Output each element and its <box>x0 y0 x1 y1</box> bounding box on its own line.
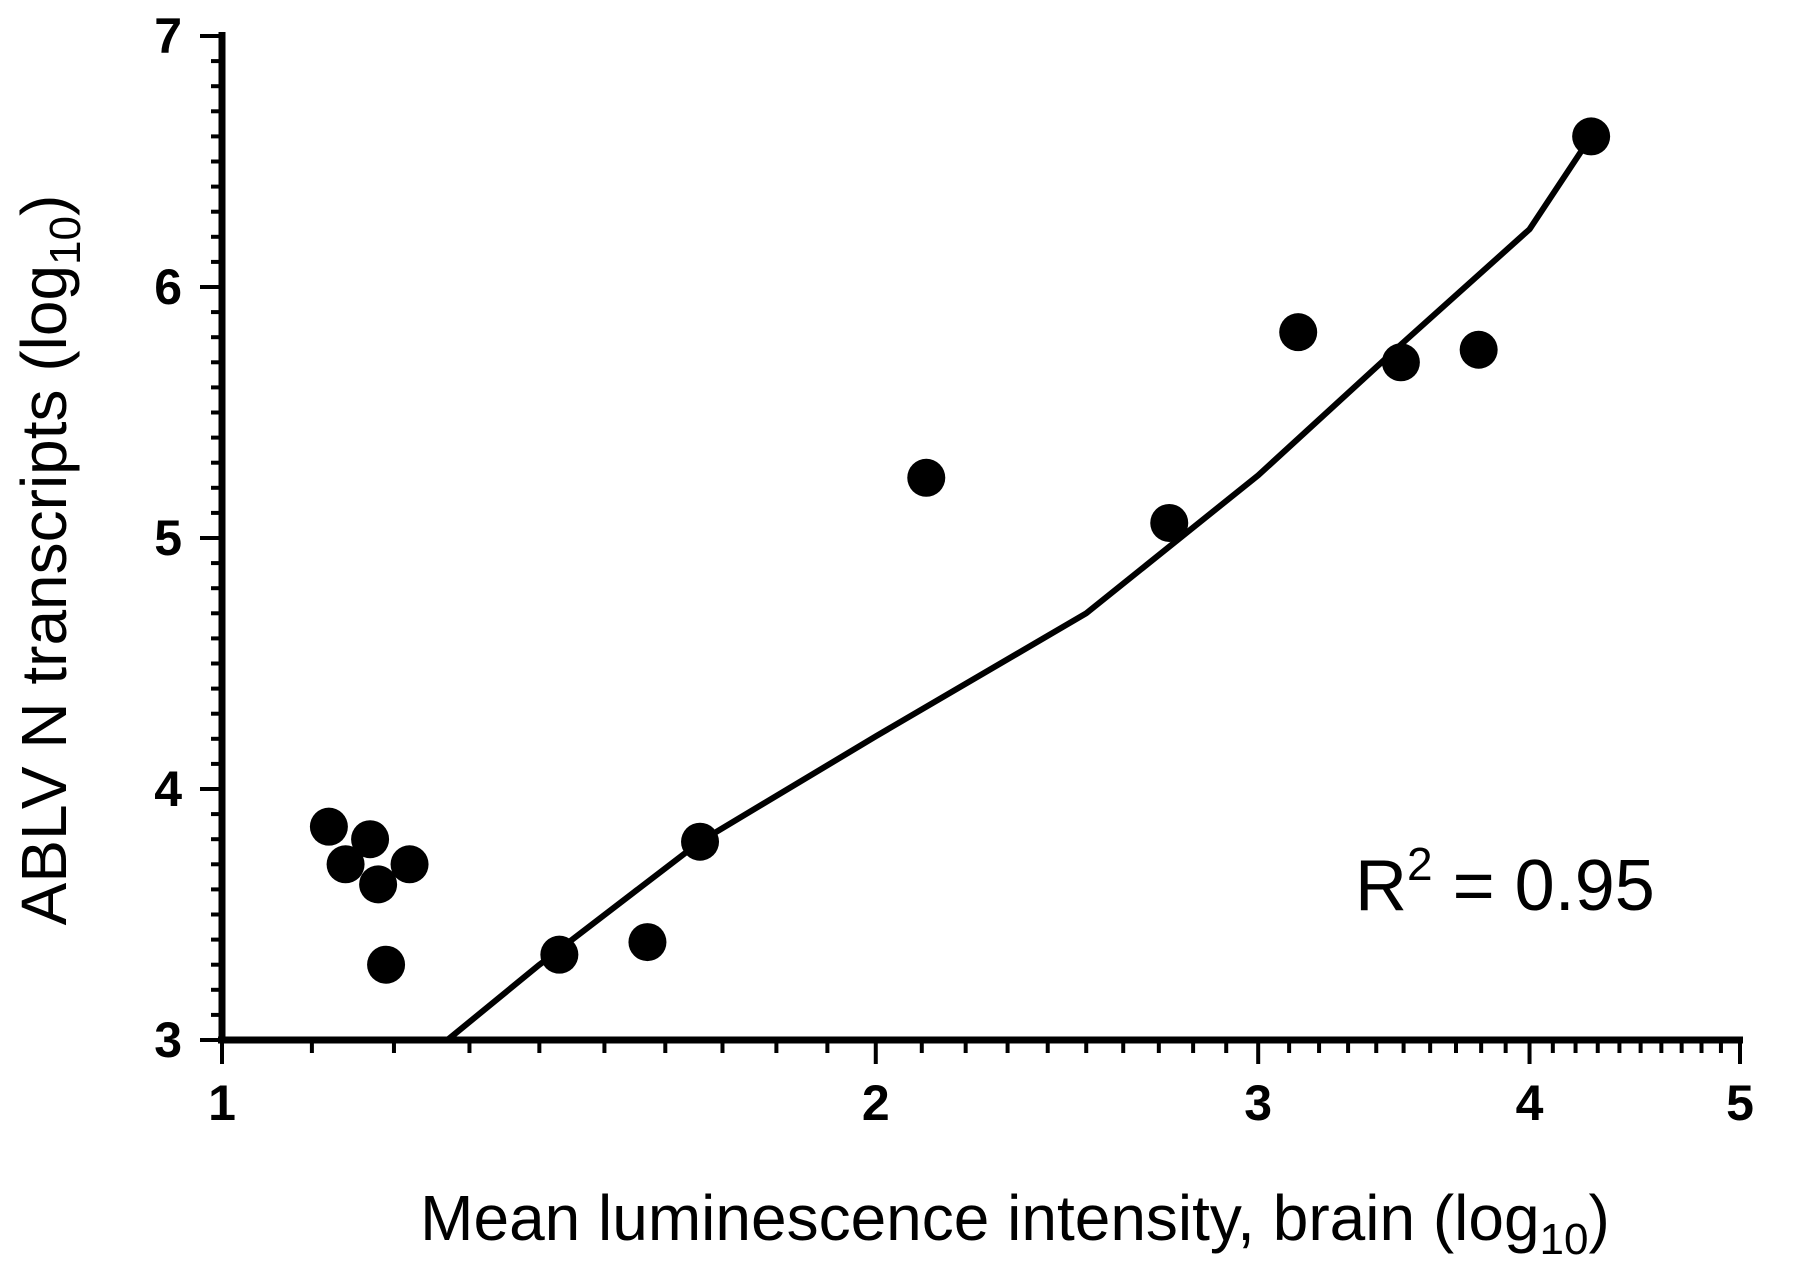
y-tick-label: 7 <box>154 8 182 64</box>
y-axis-title-text: ABLV N transcripts (log <box>8 265 80 925</box>
data-points <box>309 117 1611 984</box>
data-point <box>1150 503 1189 542</box>
x-tick-label: 1 <box>208 1075 236 1131</box>
data-point <box>1381 343 1420 382</box>
x-tick-label: 4 <box>1516 1075 1544 1131</box>
data-point <box>1572 117 1611 156</box>
r-squared-annotation: R2 = 0.95 <box>1355 838 1655 926</box>
fit-curve <box>445 134 1594 1043</box>
data-point <box>1279 313 1318 352</box>
r-squared-superscript: 2 <box>1407 838 1433 890</box>
data-point <box>1459 330 1498 369</box>
x-axis-title: Mean luminescence intensity, brain (log1… <box>420 1182 1610 1264</box>
y-axis-title-suffix: ) <box>8 195 80 216</box>
data-point <box>309 807 348 846</box>
x-tick-label: 5 <box>1726 1075 1754 1131</box>
data-point <box>907 458 946 497</box>
data-point <box>326 845 365 884</box>
data-point <box>540 935 579 974</box>
y-axis-title-subscript: 10 <box>41 216 90 265</box>
axis-ticks <box>200 34 1742 1064</box>
data-point <box>359 865 398 904</box>
y-tick-label: 6 <box>154 259 182 315</box>
fit-curve-layer <box>445 134 1594 1043</box>
x-tick-label: 2 <box>862 1075 890 1131</box>
x-tick-label: 3 <box>1244 1075 1272 1131</box>
y-tick-label: 5 <box>154 510 182 566</box>
y-tick-label: 3 <box>154 1012 182 1068</box>
r-squared-base: R <box>1355 846 1407 926</box>
r-squared-value: = 0.95 <box>1433 846 1655 926</box>
data-point <box>351 820 390 859</box>
y-axis-title: ABLV N transcripts (log10) <box>8 195 90 926</box>
x-axis-title-text: Mean luminescence intensity, brain (log <box>420 1182 1539 1254</box>
tick-labels: 3 4 5 6 7 1 2 3 4 5 <box>154 8 1754 1131</box>
x-axis-title-suffix: ) <box>1589 1182 1610 1254</box>
data-point <box>367 945 406 984</box>
y-tick-label: 4 <box>154 761 182 817</box>
data-point <box>628 923 667 962</box>
x-axis-title-subscript: 10 <box>1540 1215 1589 1264</box>
data-point <box>390 845 429 884</box>
data-point <box>681 822 720 861</box>
